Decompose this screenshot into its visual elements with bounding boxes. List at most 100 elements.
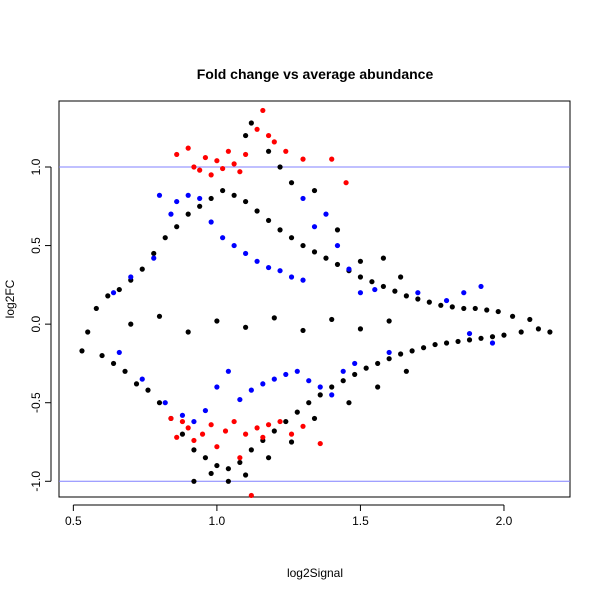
data-point — [372, 286, 378, 293]
data-point — [415, 290, 421, 296]
data-point — [243, 132, 249, 139]
data-point — [271, 139, 277, 145]
data-point — [271, 376, 277, 382]
data-point — [386, 356, 392, 362]
data-point — [294, 368, 300, 374]
data-point — [311, 249, 318, 255]
data-point — [357, 290, 364, 296]
data-point — [478, 283, 484, 290]
data-point — [495, 308, 501, 315]
data-point — [265, 455, 272, 461]
data-point — [466, 337, 473, 343]
data-point — [197, 167, 203, 173]
data-point — [179, 412, 186, 418]
x-axis-label: log2Signal — [287, 566, 343, 580]
data-point — [208, 195, 214, 202]
data-point — [288, 235, 295, 241]
data-point — [208, 172, 214, 178]
data-point — [191, 437, 197, 444]
data-point — [357, 326, 364, 332]
data-point — [254, 425, 260, 431]
data-point — [214, 384, 220, 390]
data-point — [185, 192, 191, 198]
data-point — [222, 428, 229, 434]
data-point — [220, 235, 226, 241]
data-point — [197, 203, 203, 209]
data-point — [191, 418, 197, 425]
data-point — [248, 447, 254, 453]
data-point — [277, 418, 283, 425]
data-point — [185, 329, 191, 335]
data-point — [527, 316, 533, 323]
data-point — [306, 400, 312, 406]
data-point — [174, 224, 180, 230]
data-point — [260, 381, 266, 387]
data-point — [501, 332, 507, 338]
data-point — [220, 165, 226, 172]
data-point — [225, 148, 231, 154]
data-point — [340, 368, 346, 374]
data-point — [346, 400, 352, 406]
data-point — [352, 360, 358, 367]
data-point — [151, 250, 157, 257]
data-point — [243, 324, 249, 330]
data-point — [179, 418, 186, 425]
data-point — [489, 340, 496, 346]
data-point — [306, 378, 312, 384]
x-tick-label: 2.0 — [496, 514, 513, 528]
y-axis-label: log2FC — [3, 279, 17, 318]
data-point — [317, 440, 323, 447]
data-point — [300, 195, 306, 202]
data-point — [300, 277, 306, 283]
data-point — [225, 478, 231, 484]
data-point — [237, 169, 243, 175]
data-point — [334, 242, 341, 249]
data-point — [420, 345, 427, 351]
data-point — [174, 434, 180, 440]
data-point — [110, 360, 117, 367]
data-point — [518, 329, 524, 335]
data-point — [99, 352, 105, 359]
data-point — [265, 422, 272, 428]
data-point — [248, 387, 254, 393]
reference-lines — [59, 166, 570, 482]
data-point — [375, 360, 381, 367]
data-point — [208, 470, 214, 477]
data-point — [317, 392, 323, 398]
data-point — [243, 472, 249, 478]
data-point — [300, 327, 306, 334]
data-point — [380, 255, 386, 261]
data-point — [185, 425, 191, 431]
data-point — [116, 349, 122, 356]
data-point — [311, 224, 318, 230]
data-point — [243, 151, 249, 158]
data-point — [343, 180, 349, 186]
data-point — [208, 422, 214, 428]
data-point — [283, 371, 289, 378]
data-point — [288, 180, 295, 186]
data-point — [369, 279, 375, 285]
data-point — [403, 293, 409, 299]
data-point — [237, 455, 243, 461]
data-point — [461, 305, 467, 312]
data-point — [265, 148, 272, 154]
data-point — [214, 444, 220, 450]
data-point — [202, 407, 209, 414]
data-point — [202, 154, 209, 161]
data-point — [409, 348, 415, 354]
data-point — [277, 164, 283, 170]
data-point — [461, 290, 467, 296]
data-point — [220, 187, 226, 194]
data-point — [243, 250, 249, 257]
data-point — [547, 329, 553, 335]
data-point — [352, 371, 358, 378]
data-point — [260, 434, 266, 440]
data-point — [185, 211, 191, 217]
data-point — [340, 378, 346, 384]
data-point — [156, 313, 163, 319]
data-point — [254, 208, 260, 214]
data-point — [168, 211, 174, 217]
data-point — [116, 286, 122, 293]
data-point — [455, 338, 461, 345]
data-point — [478, 335, 484, 341]
